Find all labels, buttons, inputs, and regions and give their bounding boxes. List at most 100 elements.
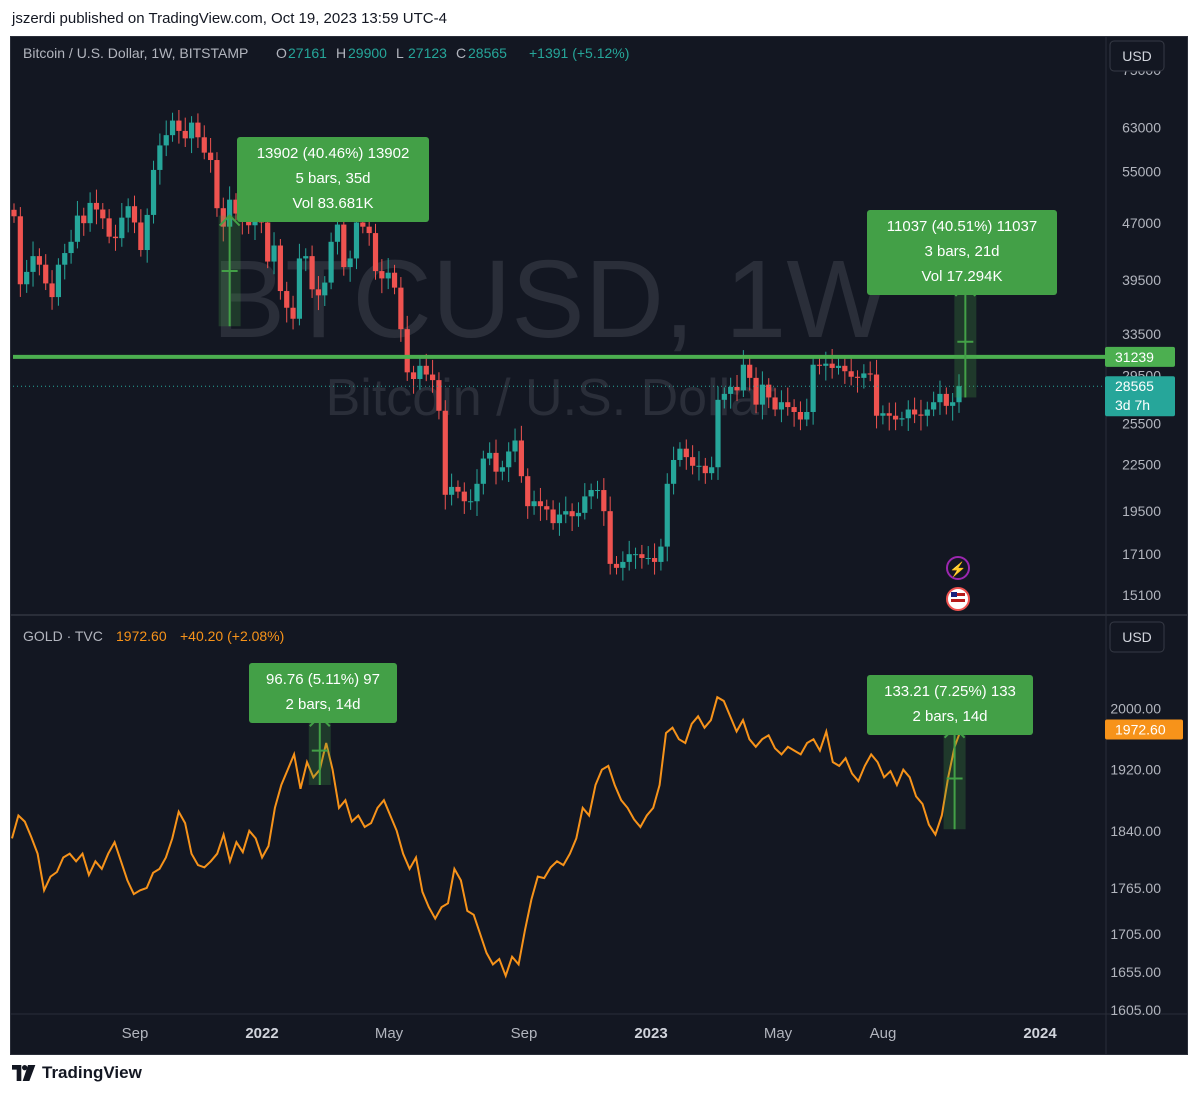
candle-body [816,364,823,366]
gold-measure-box-1[interactable] [249,663,397,723]
gold-measure-box-2-line: 133.21 (7.25%) 133 [884,683,1016,700]
candle-body [150,169,157,215]
candle-body [639,554,645,559]
candle-body [645,558,651,560]
candle-body [347,258,353,268]
lightning-icon[interactable]: ⚡ [946,556,970,580]
candle-body [55,264,61,298]
ohlc-label: L [396,45,404,61]
btc-measure-box-1-line: 5 bars, 35d [295,170,370,187]
publish-header: jszerdi published on TradingView.com, Oc… [0,0,1200,38]
candle-body [709,467,715,474]
tradingview-wordmark: TradingView [42,1063,142,1082]
candle-body [766,384,772,398]
candle-body [271,245,277,262]
candle-body [138,222,144,251]
candle-body [620,561,626,568]
gold-legend[interactable]: GOLD · TVC 1972.60 +40.20 (+2.08%) [23,628,284,644]
candle-body [176,120,182,131]
candle-body [487,452,493,459]
candle-body [201,137,207,153]
btc-measure-box-2[interactable] [867,210,1057,295]
candle-body [43,264,49,284]
btc-y-tick: 17100 [1122,546,1161,562]
candle-body [182,130,188,139]
candle-body [303,256,309,259]
candle-body [208,152,214,161]
candle-body [512,440,518,452]
candle-body [455,486,461,492]
candle-body [81,215,87,224]
candle-body [163,135,169,146]
time-axis-tick: Aug [870,1025,897,1042]
candle-body [62,253,68,265]
candle-body [398,287,404,330]
level-price-tag [1105,346,1175,367]
candle-body [696,465,702,467]
tradingview-logo[interactable]: TradingView [12,1063,142,1083]
chart-frame[interactable]: BTCUSD, 1W Bitcoin / U.S. Dollar 13902 (40… [10,36,1188,1055]
candle-body [169,120,176,136]
candle-body [417,365,423,379]
candle-body [747,364,753,378]
gold-y-tick: 1840.00 [1110,823,1161,839]
candle-body [246,221,252,226]
candle-body [550,509,556,524]
ohlc-value: 27161 [288,45,327,61]
ohlc-value: 28565 [468,45,507,61]
candle-body [468,501,474,503]
candle-body [518,440,524,477]
candle-body [854,376,861,378]
gold-y-tick: 1605.00 [1110,1002,1161,1018]
candle-body [556,514,563,524]
candle-body [429,374,436,381]
candle-body [683,448,689,458]
btc-measure-box-1-line: 13902 (40.46%) 13902 [257,145,410,162]
candle-body [436,380,442,411]
gold-y-tick: 1765.00 [1110,880,1161,896]
candle-body [341,224,347,268]
btc-currency-button[interactable] [1109,40,1165,72]
candle-body [391,272,398,288]
candle-body [873,374,880,416]
gold-measure-box-2-line: 2 bars, 14d [912,708,987,725]
candle-body [480,458,486,484]
candle-body [277,245,283,292]
gold-measure-box-1-line: 96.76 (5.11%) 97 [266,671,380,688]
candle-body [474,483,480,502]
candle-body [100,209,106,219]
btc-measure-box-1[interactable] [237,137,429,222]
candle-body [106,218,112,237]
btc-y-tick: 33500 [1122,326,1161,342]
candle-body [867,373,873,375]
candle-body [366,226,372,234]
time-axis-tick: Sep [511,1025,538,1042]
footer-bar: TradingView [0,1055,1200,1093]
btc-y-tick: 25500 [1122,415,1161,431]
candle-body [651,558,658,562]
us-flag-icon[interactable] [946,587,970,611]
btc-y-tick: 19500 [1122,503,1161,519]
candle-body [68,241,74,254]
candle-body [372,233,379,272]
candle-body [613,563,620,568]
candle-body [188,122,195,139]
lightning-glyph: ⚡ [949,561,966,578]
gold-currency-button[interactable] [1109,621,1165,653]
gold-measure-box-2[interactable] [867,675,1033,735]
lightning-icon-ring [946,556,970,580]
gold-currency-label: USD [1122,629,1152,645]
btc-legend[interactable]: Bitcoin / U.S. Dollar, 1W, BITSTAMP O 2716… [23,45,629,61]
candle-body [721,393,727,400]
candle-body [49,283,55,298]
gold-price-line[interactable] [11,695,962,979]
candle-body [912,409,918,415]
bar-countdown: 3d 7h [1115,397,1150,413]
candle-body [309,256,315,290]
btc-y-tick: 55000 [1122,164,1161,180]
candle-body [214,160,220,209]
gold-last-price-tag [1105,719,1183,740]
candle-body [385,272,391,279]
candle-body [328,241,334,283]
